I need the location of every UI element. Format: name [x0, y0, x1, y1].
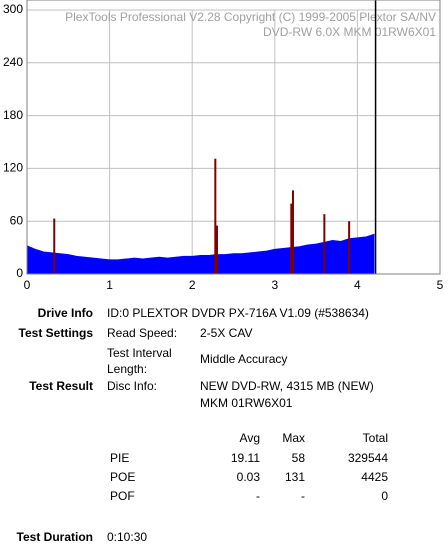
- cell: -: [301, 489, 305, 503]
- y-tick-label: 60: [10, 213, 24, 227]
- watermark: DVD-RW 6.0X MKM 01RW6X01: [263, 25, 436, 39]
- x-tick-label: 4: [354, 278, 361, 292]
- cell: 131: [284, 470, 305, 484]
- key: Disc Info:: [107, 379, 158, 393]
- value: 0:10:30: [107, 530, 148, 544]
- row-label: POE: [110, 470, 136, 484]
- cell: 19.11: [230, 451, 260, 465]
- value: NEW DVD-RW, 4315 MB (NEW): [200, 379, 374, 393]
- x-tick-label: 1: [106, 278, 113, 292]
- cell: 329544: [347, 451, 388, 465]
- key: Test Interval Length:: [107, 346, 172, 376]
- row-label: PIE: [110, 451, 130, 465]
- label: Test Duration: [16, 530, 93, 544]
- column-header: Total: [362, 431, 388, 445]
- y-tick-label: 300: [3, 2, 23, 16]
- y-tick-label: 120: [3, 161, 23, 175]
- cell: 58: [291, 451, 305, 465]
- key: Read Speed:: [107, 326, 178, 340]
- cell: 4425: [361, 470, 388, 484]
- value: 2-5X CAV: [200, 326, 253, 340]
- plot-frame: [26, 0, 441, 275]
- cell: -: [256, 489, 260, 503]
- x-tick-label: 0: [24, 278, 31, 292]
- x-tick-label: 5: [437, 278, 444, 292]
- label: Test Result: [29, 379, 93, 393]
- chart: 0 60 120 180 240 300 0 1 2 3 4 5 PlexTools Professio…: [3, 0, 444, 292]
- value: Middle Accuracy: [200, 352, 288, 366]
- y-tick-label: 180: [3, 108, 23, 122]
- row-label: POF: [110, 489, 135, 503]
- x-tick-label: 3: [271, 278, 278, 292]
- y-tick-label: 240: [3, 55, 23, 69]
- cell: 0.03: [236, 470, 260, 484]
- label: Drive Info: [37, 306, 93, 320]
- value: MKM 01RW6X01: [200, 396, 293, 410]
- watermark: PlexTools Professional V2.28 Copyright (…: [65, 10, 436, 24]
- y-tick-label: 0: [16, 266, 23, 280]
- x-tick-label: 2: [189, 278, 196, 292]
- label: Test Settings: [18, 326, 93, 340]
- column-header: Max: [282, 431, 305, 445]
- value: ID:0 PLEXTOR DVDR PX-716A V1.09 (#538634…: [107, 306, 369, 320]
- column-header: Avg: [239, 431, 260, 445]
- pie-area: [26, 233, 375, 275]
- cell: 0: [381, 489, 388, 503]
